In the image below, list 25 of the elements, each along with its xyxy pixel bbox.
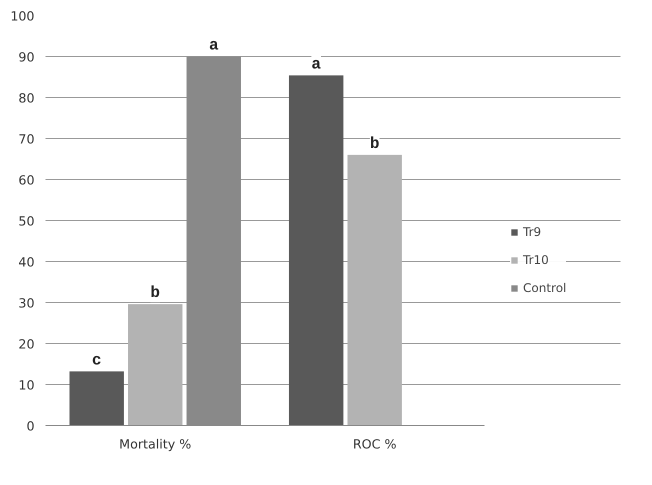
y-tick-label: 90 [18,50,35,64]
x-tick-label: ROC % [352,436,397,452]
bar [347,154,402,426]
y-tick-label: 40 [18,254,35,270]
y-tick-label: 0 [26,418,35,434]
x-tick-label: Mortality % [119,436,192,452]
data-label: a [311,55,322,74]
data-label: a [208,36,219,54]
legend-label: Tr9 [523,225,542,239]
bar [128,304,182,426]
data-label: b [150,284,160,302]
legend-label: Tr10 [523,253,549,267]
legend-label: Control [523,281,566,295]
bar [69,371,124,426]
y-tick-label: 80 [18,90,35,106]
y-tick-label: 30 [18,296,35,310]
data-label: b [370,134,380,153]
y-tick-label: 10 [18,378,35,392]
bar [288,75,344,426]
y-tick-label: 100 [10,8,35,24]
y-tick-label: 50 [18,214,35,228]
y-tick-label: 20 [18,336,35,352]
y-tick-label: 60 [18,172,35,188]
data-label: c [92,351,102,370]
y-tick-label: 70 [18,132,35,146]
